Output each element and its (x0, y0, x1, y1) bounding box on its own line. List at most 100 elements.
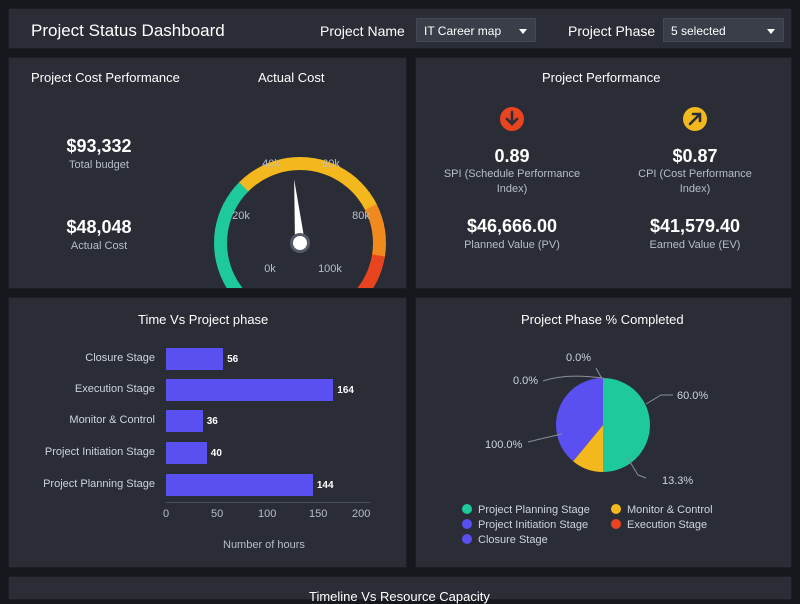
total-budget-label: Total budget (69, 159, 129, 171)
pie-slice (603, 378, 650, 472)
pie-label: 100.0% (485, 439, 523, 451)
x-tick-label: 150 (309, 508, 328, 520)
pie-label: 0.0% (513, 375, 539, 387)
gauge-segment (359, 192, 378, 211)
bar (166, 474, 313, 496)
gauge-tick-label: 40k (262, 158, 280, 170)
page-title: Project Status Dashboard (31, 21, 225, 40)
gauge-segment (358, 276, 377, 288)
pie-panel-title: Project Phase % Completed (521, 312, 684, 327)
pie-leader-line (626, 456, 647, 479)
timeline-panel-title: Timeline Vs Resource Capacity (309, 589, 490, 604)
project-phase-label: Project Phase (568, 23, 656, 39)
pie-slice (573, 425, 603, 472)
bar-category-label: Monitor & Control (69, 414, 155, 426)
x-axis-line (166, 502, 370, 503)
spi-label: SPI (Schedule Performance Index) (443, 168, 581, 195)
pie-leader-line (645, 394, 673, 405)
time-vs-phase-panel: Time Vs Project phase Closure Stage 56 Exe… (8, 297, 407, 568)
pie-slice (556, 378, 603, 462)
spi-value: 0.89 (494, 146, 530, 166)
actual-cost-value: $48,048 (66, 217, 132, 237)
gauge-tick-label: 80k (352, 210, 370, 222)
legend-label: Project Planning Stage (478, 504, 590, 516)
bar-category-label: Project Initiation Stage (44, 446, 155, 458)
bar-value-label: 144 (316, 480, 334, 491)
phase-completed-panel: Project Phase % Completed 0.0% 0.0% 60.0… (415, 297, 792, 568)
bar-category-label: Closure Stage (85, 352, 155, 364)
earned-value-label: Earned Value (EV) (649, 239, 741, 251)
bar-value-label: 40 (210, 448, 222, 459)
pie-label: 0.0% (566, 352, 592, 364)
bar-value-label: 56 (227, 354, 239, 365)
gauge-segment (260, 160, 279, 178)
gauge-segment (214, 228, 229, 243)
gauge-segment (371, 243, 386, 258)
legend-dot (611, 504, 621, 514)
cost-panel-title: Project Cost Performance (31, 70, 180, 85)
arrow-down-icon (500, 107, 524, 131)
total-budget-value: $93,332 (66, 136, 132, 156)
x-tick-label: 50 (211, 508, 224, 520)
pie-leader-line (527, 433, 563, 443)
gauge-segment (286, 157, 301, 171)
bar-category-label: Execution Stage (74, 383, 155, 395)
gauge-needle (294, 179, 305, 244)
gauge-tick-label: 100k (318, 263, 342, 275)
gauge-segment (214, 242, 228, 257)
gauge-segment (369, 254, 385, 271)
planned-value-value: $46,666.00 (466, 216, 558, 236)
gauge-title: Actual Cost (258, 70, 325, 85)
legend-dot (462, 519, 472, 529)
x-tick-label: 200 (352, 508, 371, 520)
gauge-segment (365, 203, 383, 222)
legend-label: Project Initiation Stage (478, 519, 589, 531)
project-phase-select[interactable]: 5 selected (663, 18, 784, 42)
legend-item-execution: Execution Stage (611, 519, 707, 531)
gauge-segment (357, 285, 362, 288)
gauge-tick-label: 20k (232, 210, 250, 222)
gauge-segment (222, 275, 241, 288)
x-axis-title: Number of hours (223, 539, 305, 551)
bar-value-label: 36 (206, 416, 218, 427)
bar (166, 348, 224, 370)
timeline-resource-panel: Timeline Vs Resource Capacity (8, 576, 792, 604)
pie-leader-line (595, 367, 607, 381)
cost-performance-panel: Project Cost Performance $93,332 Total b… (8, 57, 407, 289)
legend-dot (462, 534, 472, 544)
project-name-select[interactable]: IT Career map (416, 18, 536, 42)
pie-label: 60.0% (677, 390, 709, 402)
gauge-segment (249, 165, 268, 184)
gauge-hub-center (293, 236, 307, 250)
actual-cost-gauge: 20k 40k 60k 80k 0k 100k (214, 157, 386, 288)
pie-label: 13.3% (662, 475, 694, 487)
bar-category-label: Project Planning Stage (43, 478, 155, 490)
bar (166, 410, 203, 432)
legend-item-initiation: Project Initiation Stage (462, 519, 588, 531)
chevron-down-icon (519, 29, 527, 34)
legend-label: Monitor & Control (627, 504, 713, 516)
legend-dot (611, 519, 621, 529)
gauge-segment (300, 157, 315, 172)
cpi-label: CPI (Cost Performance Index) (638, 168, 752, 195)
gauge-segment (217, 264, 235, 283)
bar-value-label: 164 (337, 385, 354, 396)
x-tick-label: 0 (163, 508, 170, 520)
legend-item-planning: Project Planning Stage (462, 504, 590, 516)
legend-item-monitor: Monitor & Control (611, 504, 713, 516)
planned-value-label: Planned Value (PV) (464, 239, 560, 251)
gauge-segment (214, 253, 231, 270)
gauge-tick-label: 0k (264, 263, 276, 275)
gauge-segment (311, 158, 328, 174)
project-name-label: Project Name (320, 23, 405, 39)
arrow-up-right-icon (683, 107, 707, 131)
earned-value-value: $41,579.40 (649, 216, 741, 236)
gauge-segment (273, 157, 290, 174)
gauge-segment (369, 216, 386, 233)
gauge-segment (372, 229, 386, 244)
legend-item-closure: Closure Stage (462, 534, 548, 546)
project-performance-panel: Project Performance 0.89 SPI (Schedule P… (415, 57, 792, 289)
legend-label: Execution Stage (627, 519, 708, 531)
performance-panel-title: Project Performance (542, 70, 661, 85)
chevron-down-icon (767, 29, 775, 34)
